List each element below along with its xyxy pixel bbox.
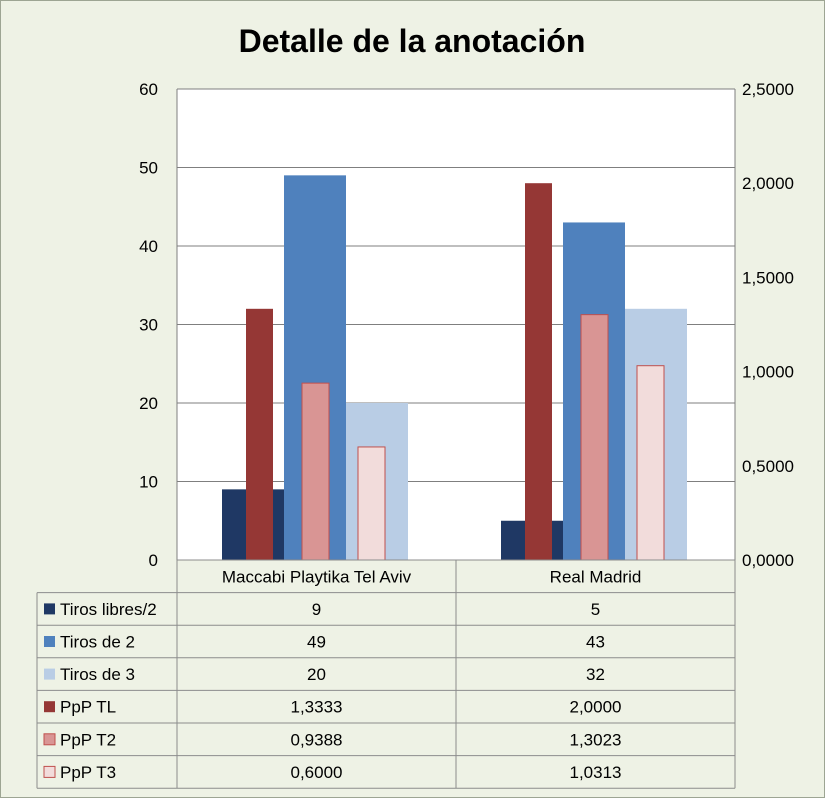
y-left-tick-label: 30 xyxy=(139,316,158,335)
data-label: 49 xyxy=(307,633,326,652)
bar-ppp-tl xyxy=(525,183,552,560)
legend-key xyxy=(44,603,55,615)
bar-ppp-tl xyxy=(246,308,273,560)
category-label: Maccabi Playtika Tel Aviv xyxy=(222,567,412,586)
data-label: 1,3333 xyxy=(291,698,343,717)
y-left-tick-label: 50 xyxy=(139,159,158,178)
data-label: 1,3023 xyxy=(570,730,622,749)
legend-key xyxy=(44,668,55,680)
data-label: 5 xyxy=(591,600,600,619)
legend-key xyxy=(44,636,55,647)
y-left-tick-label: 60 xyxy=(139,80,158,99)
data-label: 32 xyxy=(586,665,605,684)
legend-key xyxy=(43,733,56,746)
y-right-tick-label: 2,5000 xyxy=(742,80,794,99)
bar-ppp-t3 xyxy=(636,365,665,561)
data-label: 0,6000 xyxy=(291,763,343,782)
legend-label: Tiros de 2 xyxy=(60,633,135,652)
legend-label: Tiros de 3 xyxy=(60,665,135,684)
bar-ppp-t2 xyxy=(301,382,330,561)
y-right-tick-label: 1,0000 xyxy=(742,363,794,382)
data-table: Maccabi Playtika Tel Aviv Real Madrid Tiro… xyxy=(36,559,736,789)
category-label: Real Madrid xyxy=(550,567,642,586)
legend-key xyxy=(43,765,56,778)
legend-label: Tiros libres/2 xyxy=(60,600,157,619)
data-label: 2,0000 xyxy=(570,698,622,717)
y-right-tick-label: 1,5000 xyxy=(742,268,794,287)
y-left-tick-label: 40 xyxy=(139,237,158,256)
bars xyxy=(222,175,687,561)
legend-key xyxy=(44,701,55,713)
y-left-tick-label: 20 xyxy=(139,394,158,413)
bar-ppp-t3 xyxy=(357,446,386,561)
axes: 0 10 20 30 40 50 60 0,0000 0,5000 1,0000 1,5000 2,0… xyxy=(139,80,794,570)
y-left-tick-label: 10 xyxy=(139,473,158,492)
legend-label: PpP TL xyxy=(60,698,116,717)
chart-title: Detalle de la anotación xyxy=(239,23,586,59)
data-label: 1,0313 xyxy=(570,763,622,782)
data-label: 9 xyxy=(312,600,321,619)
y-right-tick-label: 0,0000 xyxy=(742,551,794,570)
data-label: 43 xyxy=(586,633,605,652)
data-label: 20 xyxy=(307,665,326,684)
y-right-tick-label: 0,5000 xyxy=(742,457,794,476)
y-right-tick-label: 2,0000 xyxy=(742,174,794,193)
legend-label: PpP T3 xyxy=(60,763,116,782)
data-label: 0,9388 xyxy=(291,730,343,749)
legend-label: PpP T2 xyxy=(60,730,116,749)
bar-ppp-t2 xyxy=(580,314,609,561)
y-left-tick-label: 0 xyxy=(149,551,158,570)
